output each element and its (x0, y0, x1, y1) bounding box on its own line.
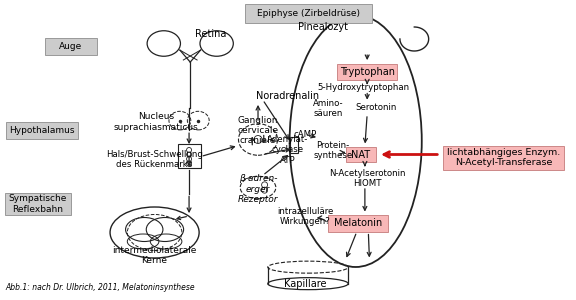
FancyBboxPatch shape (328, 215, 388, 232)
FancyBboxPatch shape (245, 4, 372, 23)
Text: Tryptophan: Tryptophan (340, 67, 395, 77)
Text: NAT: NAT (351, 149, 370, 160)
Text: Ganglion
cervicale
craniale: Ganglion cervicale craniale (237, 116, 279, 146)
Text: Nucleus
suprachiasmaticus: Nucleus suprachiasmaticus (113, 112, 198, 131)
Text: Hypothalamus: Hypothalamus (9, 126, 75, 135)
FancyBboxPatch shape (337, 64, 397, 80)
FancyBboxPatch shape (346, 147, 376, 162)
Text: intermediolaterale
Kerne: intermediolaterale Kerne (112, 246, 197, 265)
Text: intrazelluläre
Wirkungen?: intrazelluläre Wirkungen? (277, 207, 334, 226)
Text: Pinealozyt: Pinealozyt (298, 22, 348, 32)
FancyBboxPatch shape (290, 136, 298, 153)
Text: Auge: Auge (59, 42, 82, 51)
Text: Protein-
synthese: Protein- synthese (313, 141, 353, 160)
Text: N-Acetylserotonin: N-Acetylserotonin (329, 169, 406, 178)
Text: Amino-
säuren: Amino- säuren (313, 99, 344, 118)
Text: cAMP: cAMP (294, 130, 317, 139)
Text: Melatonin: Melatonin (334, 218, 382, 229)
Text: Noradrenalin: Noradrenalin (256, 91, 320, 101)
Text: 5-Hydroxytryptophan: 5-Hydroxytryptophan (318, 83, 410, 92)
Text: Abb.1: nach Dr. Ulbrich, 2011, Melatoninsynthese: Abb.1: nach Dr. Ulbrich, 2011, Melatonin… (6, 283, 195, 292)
Text: β-adren-
erger
Rezeptor: β-adren- erger Rezeptor (238, 174, 278, 204)
Text: lichtabhängiges Enzym.
N-Acetyl-Transferase: lichtabhängiges Enzym. N-Acetyl-Transfer… (447, 148, 560, 167)
Text: Sympatische
Reflexbahn: Sympatische Reflexbahn (9, 194, 67, 214)
Text: Epiphyse (Zirbeldrüse): Epiphyse (Zirbeldrüse) (257, 9, 360, 18)
Text: HIOMT: HIOMT (353, 178, 381, 188)
Text: Serotonin: Serotonin (356, 103, 397, 112)
FancyBboxPatch shape (45, 38, 97, 55)
Text: Kapillare: Kapillare (284, 279, 327, 290)
FancyBboxPatch shape (5, 193, 71, 215)
FancyBboxPatch shape (6, 122, 78, 139)
Text: Adenylat-
cyclase
ATP: Adenylat- cyclase ATP (267, 135, 308, 165)
FancyBboxPatch shape (177, 144, 200, 168)
FancyBboxPatch shape (443, 146, 564, 170)
Text: Hals/Brust-Schwellung
des Rückenmarks: Hals/Brust-Schwellung des Rückenmarks (106, 150, 203, 169)
Text: Retina: Retina (195, 28, 226, 39)
